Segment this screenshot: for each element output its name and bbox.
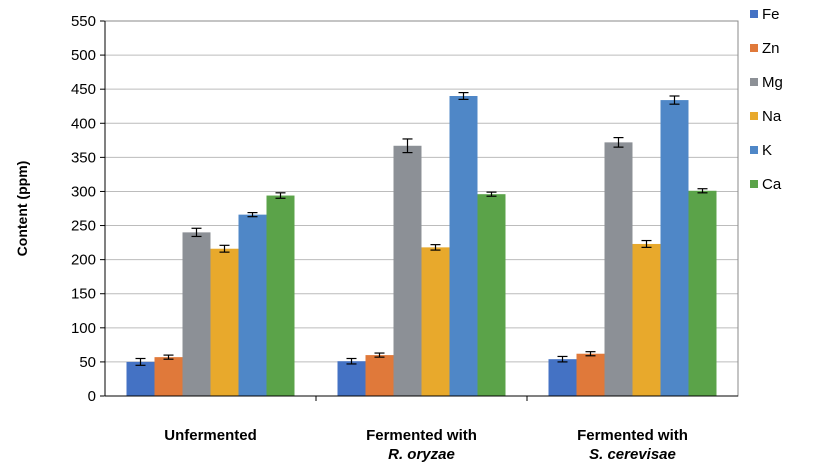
bar-na-1 — [421, 247, 450, 396]
bar-fe-1 — [337, 361, 366, 396]
bar-na-0 — [210, 248, 239, 396]
legend-swatch-mg — [750, 78, 758, 86]
bar-ca-2 — [688, 190, 717, 396]
y-tick-label: 500 — [71, 47, 96, 64]
x-category-label-line2: S. cerevisae — [589, 446, 676, 463]
y-tick-label: 0 — [88, 388, 96, 405]
bar-fe-2 — [548, 359, 577, 396]
y-tick-label: 450 — [71, 81, 96, 98]
legend-label-ca: Ca — [762, 176, 782, 193]
category-labels: Unfermented Fermented with R. oryzae Fermen… — [164, 427, 688, 463]
legend-label-zn: Zn — [762, 40, 780, 57]
legend-swatch-fe — [750, 10, 758, 18]
legend-swatch-na — [750, 112, 758, 120]
bar-ca-1 — [477, 194, 506, 396]
x-category-label: Fermented with — [577, 427, 688, 444]
x-category-label: Fermented with — [366, 427, 477, 444]
x-category-label: Unfermented — [164, 427, 257, 444]
y-tick-label: 50 — [79, 354, 96, 371]
y-tick-label: 150 — [71, 286, 96, 303]
legend-label-k: K — [762, 142, 772, 159]
y-axis-ticks: 0 50 100 150 200 250 300 350 400 450 500 550 — [71, 13, 105, 405]
bar-k-0 — [238, 214, 267, 396]
y-tick-label: 300 — [71, 183, 96, 200]
axes — [104, 20, 739, 401]
legend-label-mg: Mg — [762, 74, 783, 91]
legend-swatch-k — [750, 146, 758, 154]
bar-zn-2 — [576, 353, 605, 396]
bar-mg-2 — [604, 142, 633, 396]
legend: Fe Zn Mg Na K Ca — [750, 6, 783, 193]
y-tick-label: 250 — [71, 218, 96, 235]
bar-mg-0 — [182, 232, 211, 396]
bar-zn-0 — [154, 357, 183, 396]
error-bars — [135, 91, 708, 366]
legend-swatch-ca — [750, 180, 758, 188]
y-tick-label: 550 — [71, 13, 96, 30]
bar-mg-1 — [393, 145, 422, 396]
x-category-label-line2: R. oryzae — [388, 446, 455, 463]
bar-zn-1 — [365, 355, 394, 396]
bar-ca-0 — [266, 195, 295, 396]
bar-fe-0 — [126, 361, 155, 396]
bar-k-2 — [660, 100, 689, 396]
y-axis-label: Content (ppm) — [14, 161, 30, 257]
legend-label-fe: Fe — [762, 6, 780, 23]
bar-k-1 — [449, 96, 478, 396]
y-tick-label: 350 — [71, 149, 96, 166]
bar-na-2 — [632, 243, 661, 396]
bars — [126, 96, 717, 396]
y-tick-label: 200 — [71, 252, 96, 269]
legend-swatch-zn — [750, 44, 758, 52]
y-tick-label: 400 — [71, 115, 96, 132]
y-tick-label: 100 — [71, 320, 96, 337]
legend-label-na: Na — [762, 108, 782, 125]
